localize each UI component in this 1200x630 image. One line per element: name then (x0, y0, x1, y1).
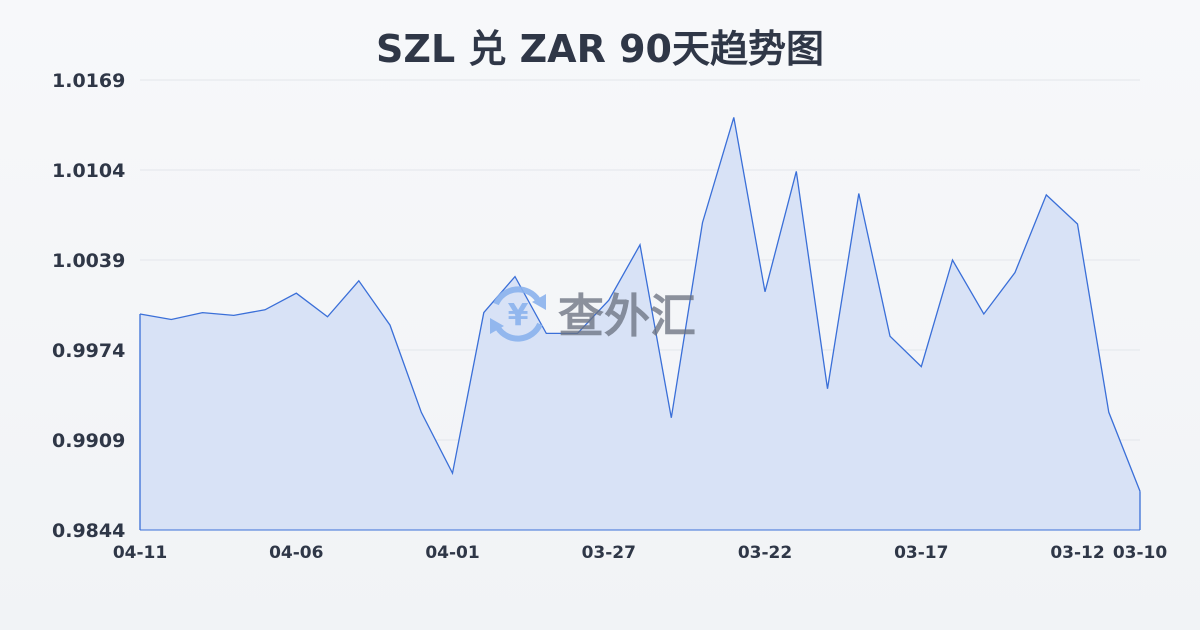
x-axis-labels: 04-11 04-06 04-01 03-27 03-22 03-17 03-12 03-10 (113, 543, 1168, 563)
x-tick-label: 03-22 (738, 543, 792, 563)
y-tick-label: 0.9844 (52, 520, 125, 542)
x-tick-label: 03-12 (1050, 543, 1104, 563)
yen-exchange-icon: ¥ (490, 286, 546, 342)
x-tick-label: 04-11 (113, 543, 167, 563)
x-tick-label: 03-27 (582, 543, 636, 563)
y-tick-label: 1.0039 (52, 250, 125, 272)
area-fill (140, 117, 1140, 531)
watermark: ¥ 查外汇 (490, 286, 696, 343)
x-tick-label: 04-01 (425, 543, 479, 563)
watermark-text: 查外汇 (558, 289, 696, 343)
svg-text:¥: ¥ (508, 298, 529, 333)
y-tick-label: 1.0169 (52, 70, 125, 92)
chart-title: SZL 兑 ZAR 90天趋势图 (376, 27, 824, 71)
y-axis-labels: 1.0169 1.0104 1.0039 0.9974 0.9909 0.9844 (52, 70, 125, 542)
y-tick-label: 0.9974 (52, 340, 125, 362)
y-tick-label: 1.0104 (52, 160, 125, 182)
x-tick-label: 04-06 (269, 543, 323, 563)
y-tick-label: 0.9909 (52, 430, 125, 452)
x-tick-label: 03-17 (894, 543, 948, 563)
x-tick-label: 03-10 (1113, 543, 1168, 563)
series-line (139, 117, 1141, 492)
